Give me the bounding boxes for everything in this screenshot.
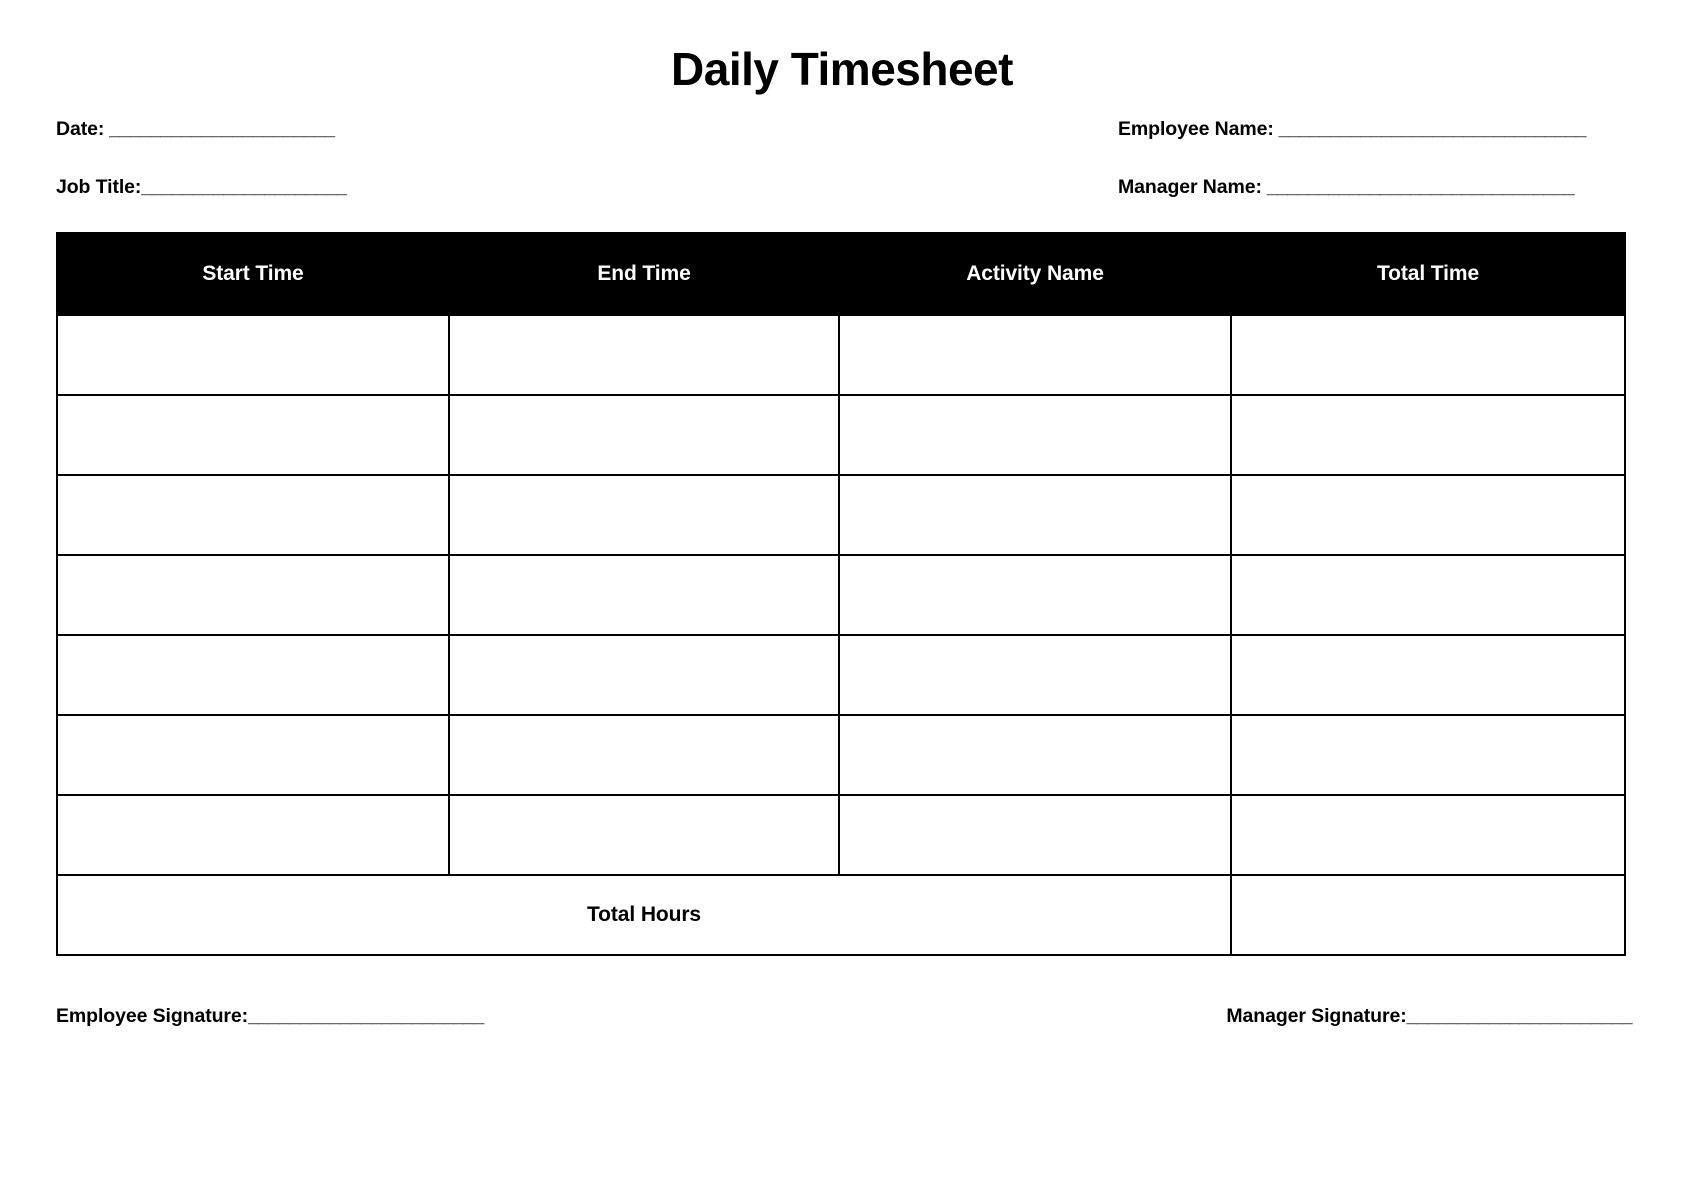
table-row: [56, 634, 1626, 716]
cell-total-time[interactable]: [1230, 314, 1626, 396]
cell-end-time[interactable]: [448, 474, 840, 556]
cell-end-time[interactable]: [448, 394, 840, 476]
timesheet-table: Start Time End Time Activity Name Total …: [56, 232, 1626, 956]
cell-start-time[interactable]: [56, 474, 450, 556]
employee-signature-blank-line: _______________________: [248, 1005, 484, 1027]
cell-end-time[interactable]: [448, 634, 840, 716]
cell-total-time[interactable]: [1230, 714, 1626, 796]
job-title-label: Job Title:: [56, 176, 142, 198]
manager-signature-label: Manager Signature:: [1226, 1005, 1407, 1027]
total-hours-label: Total Hours: [56, 874, 1232, 956]
date-label: Date:: [56, 118, 105, 140]
cell-end-time[interactable]: [448, 714, 840, 796]
manager-signature-field[interactable]: Manager Signature:______________________: [1226, 1005, 1632, 1028]
manager-signature-blank-line: ______________________: [1406, 1005, 1633, 1027]
table-header-row: Start Time End Time Activity Name Total …: [56, 232, 1626, 316]
cell-total-time[interactable]: [1230, 554, 1626, 636]
employee-name-label: Employee Name:: [1118, 118, 1274, 140]
cell-end-time[interactable]: [448, 554, 840, 636]
cell-start-time[interactable]: [56, 794, 450, 876]
cell-start-time[interactable]: [56, 634, 450, 716]
table-row: [56, 554, 1626, 636]
column-header-start-time: Start Time: [56, 232, 450, 316]
meta-row-1: Date: ______________________ Employee Na…: [56, 118, 1628, 141]
column-header-activity-name: Activity Name: [838, 232, 1232, 316]
signature-footer: Employee Signature:_____________________…: [56, 1005, 1633, 1028]
cell-activity-name[interactable]: [838, 554, 1232, 636]
cell-activity-name[interactable]: [838, 314, 1232, 396]
cell-activity-name[interactable]: [838, 794, 1232, 876]
table-header: Start Time End Time Activity Name Total …: [56, 232, 1626, 316]
cell-total-time[interactable]: [1230, 794, 1626, 876]
meta-header: Date: ______________________ Employee Na…: [56, 118, 1628, 234]
column-header-end-time: End Time: [448, 232, 840, 316]
total-hours-value[interactable]: [1230, 874, 1626, 956]
cell-total-time[interactable]: [1230, 634, 1626, 716]
manager-name-blank-line: ______________________________: [1261, 176, 1575, 198]
table-row: [56, 474, 1626, 556]
cell-total-time[interactable]: [1230, 474, 1626, 556]
cell-start-time[interactable]: [56, 554, 450, 636]
table-row: [56, 394, 1626, 476]
job-title-field[interactable]: Job Title:____________________: [56, 176, 347, 199]
cell-activity-name[interactable]: [838, 634, 1232, 716]
meta-row-2: Job Title:____________________ Manager N…: [56, 176, 1628, 199]
date-blank-line: ______________________: [104, 118, 335, 140]
cell-activity-name[interactable]: [838, 394, 1232, 476]
employee-signature-label: Employee Signature:: [56, 1005, 249, 1027]
cell-end-time[interactable]: [448, 314, 840, 396]
table-body: Total Hours: [56, 314, 1626, 956]
employee-name-field[interactable]: Employee Name: _________________________…: [1118, 118, 1658, 141]
employee-name-blank-line: ______________________________: [1273, 118, 1587, 140]
manager-name-label: Manager Name:: [1118, 176, 1262, 198]
table-row: [56, 714, 1626, 796]
employee-signature-field[interactable]: Employee Signature:_____________________…: [56, 1005, 484, 1028]
table-row: [56, 794, 1626, 876]
column-header-total-time: Total Time: [1230, 232, 1626, 316]
total-hours-row: Total Hours: [56, 874, 1626, 956]
manager-name-field[interactable]: Manager Name: __________________________…: [1118, 176, 1658, 199]
cell-total-time[interactable]: [1230, 394, 1626, 476]
cell-activity-name[interactable]: [838, 714, 1232, 796]
cell-end-time[interactable]: [448, 794, 840, 876]
cell-activity-name[interactable]: [838, 474, 1232, 556]
job-title-blank-line: ____________________: [141, 176, 347, 198]
cell-start-time[interactable]: [56, 314, 450, 396]
page-title: Daily Timesheet: [671, 43, 1013, 95]
table-row: [56, 314, 1626, 396]
cell-start-time[interactable]: [56, 394, 450, 476]
cell-start-time[interactable]: [56, 714, 450, 796]
date-field[interactable]: Date: ______________________: [56, 118, 335, 141]
